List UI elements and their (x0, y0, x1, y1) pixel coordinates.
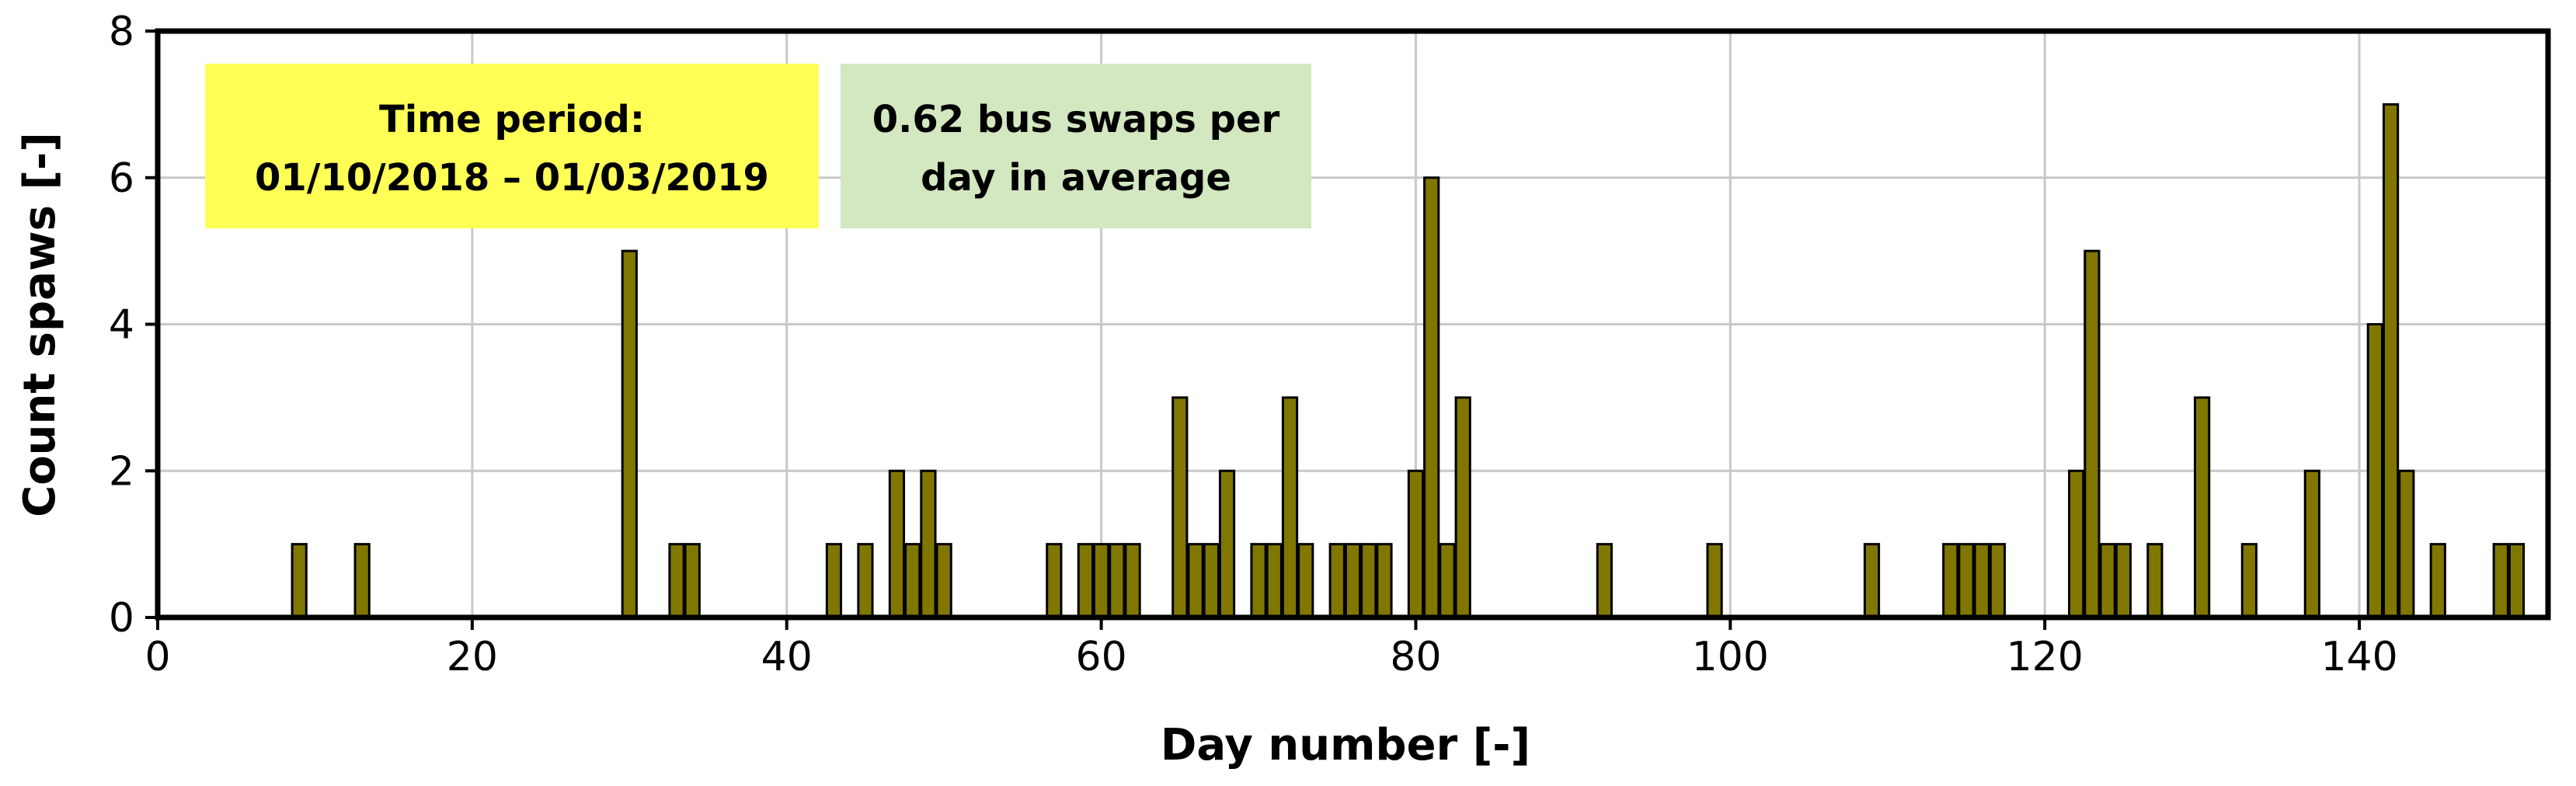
bar-day-66 (1187, 543, 1204, 619)
bar-day-30 (621, 249, 638, 619)
average-note-background (841, 64, 1311, 228)
bar-day-72 (1281, 396, 1299, 619)
y-tick-label: 8 (109, 9, 134, 55)
bar-day-77 (1360, 543, 1377, 619)
bar-day-34 (684, 543, 701, 619)
x-tick-label: 0 (144, 634, 170, 680)
time-period-note-line-2: 01/10/2018 – 01/03/2019 (255, 156, 769, 200)
y-tick-label: 0 (109, 595, 134, 642)
bar-day-145 (2429, 543, 2446, 619)
y-tick-label: 6 (109, 155, 134, 202)
x-axis-ticks: 0 20 40 60 80 100 120 140 (144, 617, 2398, 680)
bar-day-76 (1344, 543, 1362, 619)
y-tick-label: 4 (109, 302, 134, 349)
bar-day-59 (1077, 543, 1094, 619)
bar-day-116 (1973, 543, 1990, 619)
y-tick-label: 2 (109, 448, 134, 495)
bar-day-115 (1958, 543, 1975, 619)
time-period-note-line-1: Time period: (379, 98, 645, 141)
bar-day-130 (2194, 396, 2211, 619)
x-tick-label: 80 (1390, 634, 1441, 680)
bar-day-67 (1203, 543, 1220, 619)
x-axis-label: Day number [-] (1161, 720, 1530, 770)
bar-day-33 (668, 543, 685, 619)
bar-day-57 (1046, 543, 1063, 619)
bar-day-133 (2240, 543, 2257, 619)
bar-day-62 (1124, 543, 1141, 619)
bar-day-75 (1328, 543, 1345, 619)
bar-day-117 (1989, 543, 2007, 619)
average-note-line-1: 0.62 bus swaps per (872, 98, 1280, 141)
bar-day-78 (1376, 543, 1393, 619)
y-axis-label: Count spaws [-] (15, 132, 65, 517)
y-axis-ticks: 0 2 4 6 8 (109, 9, 158, 642)
bar-day-127 (2146, 543, 2163, 619)
x-tick-label: 60 (1076, 634, 1127, 680)
bar-day-137 (2303, 469, 2320, 619)
bars (291, 103, 2526, 619)
bar-day-125 (2115, 543, 2132, 619)
x-tick-label: 40 (761, 634, 813, 680)
bar-day-9 (291, 543, 308, 619)
bar-day-43 (825, 543, 843, 619)
bar-day-124 (2099, 543, 2116, 619)
bar-day-47 (888, 469, 906, 619)
bar-day-92 (1596, 543, 1613, 619)
average-note: 0.62 bus swaps per day in average (841, 64, 1311, 228)
bar-day-80 (1407, 469, 1425, 619)
bar-day-13 (353, 543, 371, 619)
bar-day-109 (1863, 543, 1881, 619)
average-note-line-2: day in average (921, 156, 1231, 200)
bar-day-48 (904, 543, 921, 619)
bar-day-83 (1454, 396, 1471, 619)
time-period-note: Time period: 01/10/2018 – 01/03/2019 (205, 64, 819, 228)
bar-day-70 (1250, 543, 1267, 619)
bar-day-81 (1423, 176, 1440, 619)
bar-day-99 (1706, 543, 1723, 619)
bar-day-149 (2492, 543, 2509, 619)
bar-day-82 (1439, 543, 1456, 619)
bar-day-50 (935, 543, 952, 619)
bar-day-122 (2068, 469, 2085, 619)
bar-day-150 (2508, 543, 2526, 619)
bar-day-142 (2382, 103, 2400, 619)
x-tick-label: 140 (2320, 634, 2397, 680)
time-period-note-background (205, 64, 819, 228)
bar-day-45 (857, 543, 874, 619)
bar-day-123 (2083, 249, 2101, 619)
x-tick-label: 120 (2007, 634, 2083, 680)
bar-day-143 (2398, 469, 2415, 619)
bar-day-71 (1265, 543, 1283, 619)
bar-day-49 (920, 469, 937, 619)
bar-day-68 (1218, 469, 1236, 619)
bar-day-114 (1942, 543, 1959, 619)
bar-day-65 (1171, 396, 1189, 619)
bar-day-73 (1297, 543, 1314, 619)
bar-day-141 (2366, 323, 2383, 619)
x-tick-label: 100 (1692, 634, 1769, 680)
bar-day-60 (1092, 543, 1110, 619)
x-tick-label: 20 (447, 634, 498, 680)
bar-day-61 (1109, 543, 1126, 619)
